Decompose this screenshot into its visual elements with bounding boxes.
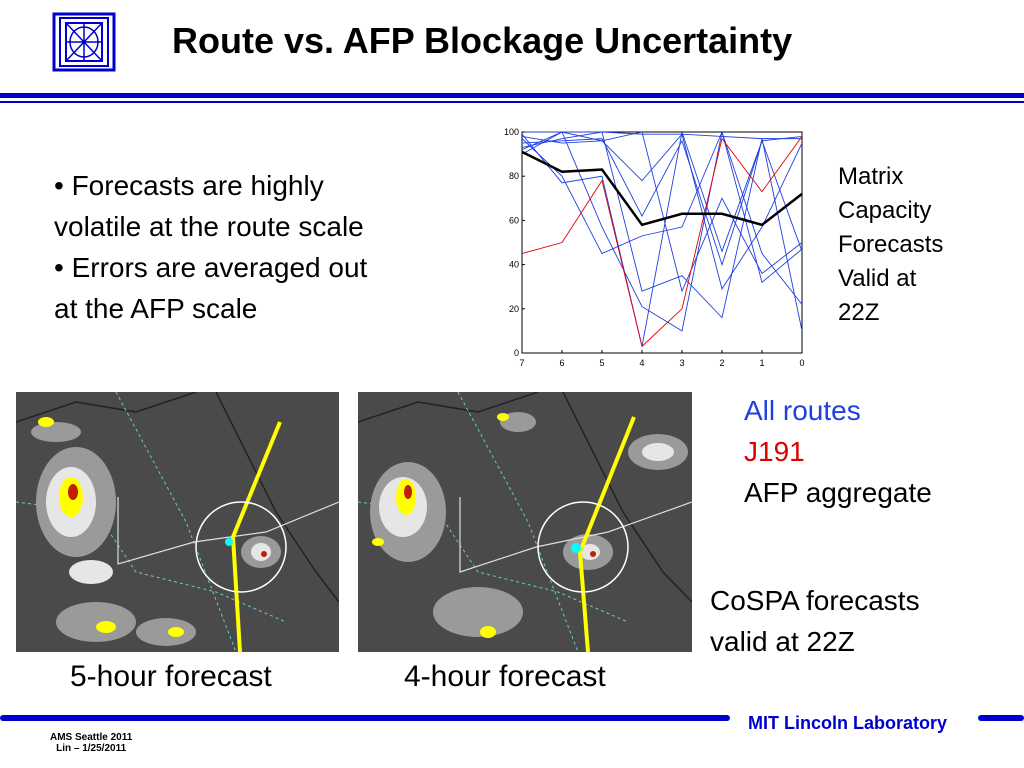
- x-tick-label: 7: [519, 358, 524, 368]
- chart-caption-line: 22Z: [838, 299, 880, 326]
- legend-all-routes: All routes: [744, 395, 861, 426]
- legend: All routes J191 AFP aggregate: [744, 390, 932, 513]
- bullet-list: • Forecasts are highly volatile at the r…: [54, 165, 454, 329]
- x-tick-label: 1: [759, 358, 764, 368]
- x-tick-label: 2: [719, 358, 724, 368]
- y-tick-label: 20: [509, 304, 519, 314]
- chart-caption-line: Capacity: [838, 197, 932, 224]
- x-tick-label: 5: [599, 358, 604, 368]
- series-line-route: [521, 131, 803, 332]
- chart-caption-line: Forecasts: [838, 231, 944, 258]
- series-line-route: [521, 131, 803, 331]
- chart-series-group: [521, 130, 803, 348]
- series-line-route: [522, 131, 802, 140]
- y-tick-label: 100: [504, 127, 519, 137]
- series-line-route: [521, 131, 803, 291]
- x-tick-label: 6: [559, 358, 564, 368]
- footer-info: AMS Seattle 2011 Lin – 1/25/2011: [50, 732, 132, 754]
- chart-axes: [521, 131, 803, 354]
- cospa-caption-line: CoSPA forecasts: [710, 585, 920, 616]
- radar-map-4h: [358, 392, 692, 652]
- bullet-line: • Forecasts are highly: [54, 170, 324, 201]
- y-tick-label: 80: [509, 171, 519, 181]
- radar-map-5h: [16, 392, 339, 652]
- x-tick-label: 3: [679, 358, 684, 368]
- footer-rule: [0, 715, 730, 721]
- series-line-route: [521, 130, 803, 347]
- series-line-j191: [521, 136, 803, 348]
- bullet-line: • Errors are averaged out: [54, 252, 368, 283]
- chart-plot-area: [521, 131, 803, 354]
- x-tick-label: 0: [799, 358, 804, 368]
- series-line-route: [521, 135, 803, 267]
- footer-author: Lin – 1/25/2011: [56, 743, 127, 754]
- header-rule-thin: [0, 101, 1024, 103]
- bullet-line: volatile at the route scale: [54, 211, 364, 242]
- footer-rule-right: [978, 715, 1024, 721]
- chart-caption: Matrix Capacity Forecasts Valid at 22Z: [838, 160, 943, 330]
- panel-caption-4h: 4-hour forecast: [404, 660, 606, 693]
- series-line-afp: [521, 150, 803, 227]
- legend-afp-aggregate: AFP aggregate: [744, 477, 932, 508]
- footer-lab-name: MIT Lincoln Laboratory: [748, 713, 948, 733]
- series-line-route: [521, 131, 803, 293]
- chart-caption-line: Matrix: [838, 163, 904, 190]
- y-tick-label: 40: [509, 260, 519, 270]
- radar-image-5h: [16, 392, 339, 652]
- panel-caption-5h: 5-hour forecast: [70, 660, 272, 693]
- legend-j191: J191: [744, 436, 805, 467]
- cospa-caption-line: valid at 22Z: [710, 626, 855, 657]
- bullet-line: at the AFP scale: [54, 293, 258, 324]
- cospa-caption: CoSPA forecasts valid at 22Z: [710, 580, 920, 662]
- chart-caption-line: Valid at: [838, 265, 917, 292]
- mit-ll-logo: [52, 12, 116, 72]
- footer-event: AMS Seattle 2011: [50, 732, 133, 743]
- radar-image-4h: [358, 392, 692, 652]
- page-title: Route vs. AFP Blockage Uncertainty: [172, 20, 793, 61]
- y-tick-label: 0: [514, 348, 519, 358]
- header-rule: [0, 93, 1024, 98]
- y-tick-label: 60: [509, 215, 519, 225]
- series-line-route: [521, 130, 803, 305]
- x-tick-label: 4: [639, 358, 644, 368]
